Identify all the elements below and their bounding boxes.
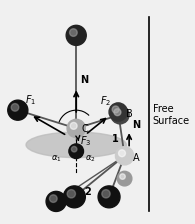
Circle shape bbox=[67, 119, 85, 138]
Circle shape bbox=[102, 190, 110, 198]
Circle shape bbox=[46, 191, 66, 211]
Text: $\alpha_1$: $\alpha_1$ bbox=[51, 154, 61, 164]
Text: 1: 1 bbox=[112, 134, 119, 144]
Text: Free
Surface: Free Surface bbox=[153, 103, 190, 126]
Circle shape bbox=[117, 171, 132, 186]
Circle shape bbox=[11, 103, 19, 111]
Circle shape bbox=[50, 195, 57, 202]
Text: 2: 2 bbox=[85, 187, 91, 197]
Text: C: C bbox=[82, 124, 88, 134]
Text: $F_3$: $F_3$ bbox=[80, 134, 91, 148]
Circle shape bbox=[98, 186, 120, 208]
Text: B: B bbox=[126, 109, 133, 119]
Text: A: A bbox=[133, 153, 139, 163]
Circle shape bbox=[120, 174, 125, 179]
Circle shape bbox=[115, 147, 134, 165]
Circle shape bbox=[8, 100, 28, 120]
Text: N: N bbox=[132, 120, 140, 130]
Circle shape bbox=[63, 186, 85, 208]
Text: $\alpha_2$: $\alpha_2$ bbox=[85, 154, 96, 164]
Circle shape bbox=[66, 25, 86, 45]
Circle shape bbox=[71, 146, 77, 152]
Circle shape bbox=[67, 190, 75, 198]
Text: $F_1$: $F_1$ bbox=[25, 93, 36, 107]
Circle shape bbox=[114, 109, 121, 116]
Text: N: N bbox=[80, 75, 88, 85]
Circle shape bbox=[70, 122, 77, 129]
Circle shape bbox=[70, 29, 77, 36]
Circle shape bbox=[119, 150, 125, 157]
Circle shape bbox=[112, 106, 119, 113]
Circle shape bbox=[111, 106, 129, 124]
Circle shape bbox=[109, 103, 127, 121]
Text: $F_2$: $F_2$ bbox=[100, 95, 111, 108]
Ellipse shape bbox=[26, 132, 126, 158]
Circle shape bbox=[69, 144, 83, 159]
